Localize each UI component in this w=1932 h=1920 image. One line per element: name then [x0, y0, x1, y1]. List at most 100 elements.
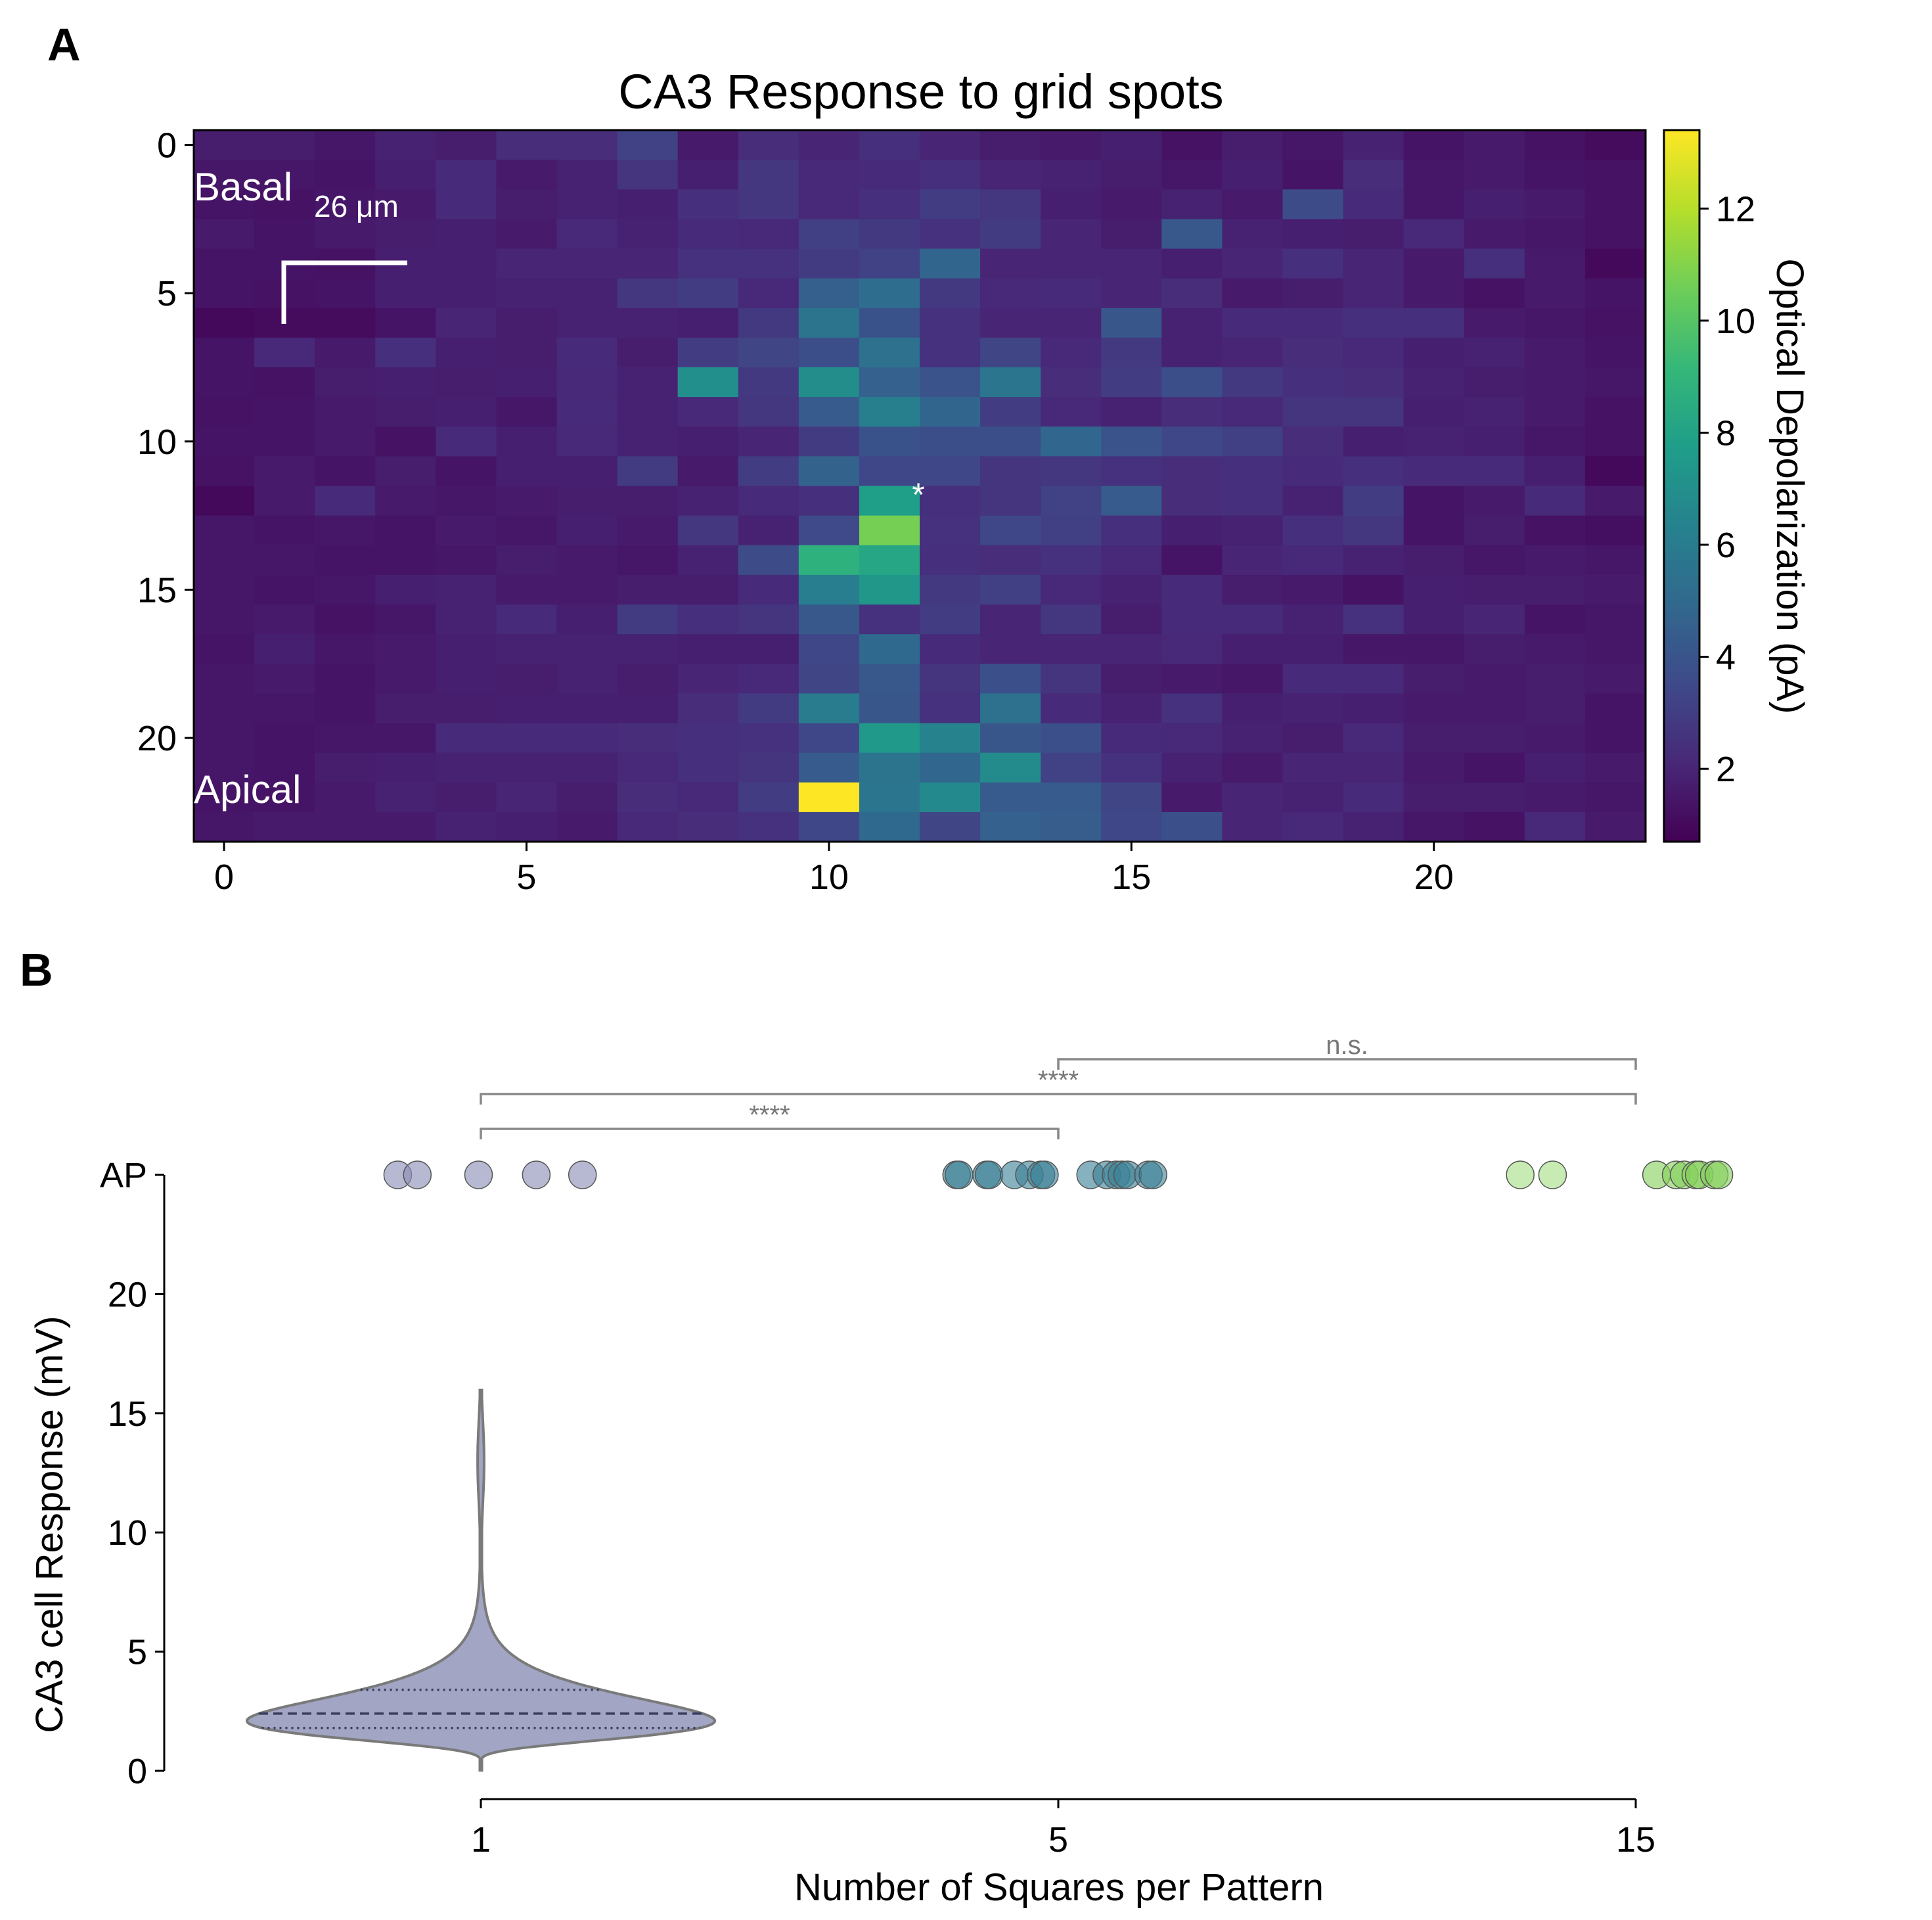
heatmap-cell	[436, 693, 497, 724]
heatmap-cell	[798, 811, 860, 842]
heatmap-cell	[556, 337, 618, 368]
heatmap-cell	[194, 219, 255, 250]
colorbar-tick-label: 8	[1716, 413, 1736, 453]
heatmap-cell	[254, 456, 315, 487]
heatmap-cell	[1343, 308, 1404, 338]
violin-y-axis: 0 5 10 15 20 AP	[100, 1156, 164, 1791]
heatmap-cell	[194, 367, 255, 398]
heatmap-cell	[1343, 693, 1404, 724]
heatmap-cell	[315, 189, 376, 219]
heatmap-cell	[1101, 752, 1162, 783]
heatmap-cell	[436, 752, 497, 783]
heatmap-cell	[980, 456, 1041, 487]
heatmap-cell	[920, 160, 981, 190]
heatmap-cell	[1222, 634, 1284, 664]
colorbar-label: Optical Depolarization (pA)	[1768, 258, 1811, 714]
heatmap-cell	[1343, 664, 1404, 694]
heatmap-cell	[980, 308, 1041, 338]
heatmap-cell	[254, 811, 315, 842]
heatmap-cell	[859, 752, 920, 783]
heatmap-cell	[980, 634, 1041, 664]
heatmap-cell	[496, 693, 558, 724]
heatmap-cell	[1403, 426, 1465, 457]
heatmap-cell	[315, 456, 376, 487]
heatmap-cell	[1403, 723, 1465, 754]
heatmap-cell	[315, 308, 376, 338]
violin-y-label: CA3 cell Response (mV)	[28, 1316, 71, 1733]
heatmap-cell	[1041, 634, 1102, 664]
panel-label-a: A	[47, 19, 81, 70]
heatmap-cell	[1161, 782, 1223, 813]
heatmap-cell	[556, 456, 618, 487]
heatmap-cell	[677, 664, 739, 694]
heatmap-cell	[1041, 426, 1102, 457]
heatmap-cell	[1524, 782, 1586, 813]
heatmap-cell	[315, 664, 376, 694]
heatmap-cell	[1524, 545, 1586, 576]
heatmap-cell	[496, 456, 558, 487]
heatmap-cell	[617, 515, 679, 546]
heatmap-cell	[1343, 605, 1404, 635]
heatmap-cell	[859, 160, 920, 190]
heatmap-cell	[375, 605, 436, 635]
heatmap-cell	[980, 189, 1041, 219]
heatmap-cell	[375, 752, 436, 783]
heatmap-cell	[920, 130, 981, 160]
heatmap-cell	[677, 278, 739, 309]
heatmap-cell	[1524, 130, 1586, 160]
heatmap-cell	[677, 782, 739, 813]
heatmap-cell	[254, 367, 315, 398]
heatmap-cell	[980, 248, 1041, 279]
heatmap-cell	[1403, 219, 1465, 250]
heatmap-cell	[194, 545, 255, 576]
heatmap-cell	[194, 248, 255, 279]
heatmap-cell	[556, 278, 618, 309]
heatmap-cell	[254, 486, 315, 516]
heatmap-cell	[194, 456, 255, 487]
heatmap-cell	[1403, 664, 1465, 694]
heatmap-cell	[738, 515, 799, 546]
heatmap-cell	[677, 634, 739, 664]
heatmap-cell	[496, 397, 558, 427]
scale-bar-label: 26 μm	[314, 189, 399, 223]
heatmap-cell	[496, 811, 558, 842]
heatmap-cell	[315, 337, 376, 368]
heatmap-cell	[859, 486, 920, 516]
heatmap-cell	[738, 545, 799, 576]
heatmap-cell	[375, 811, 436, 842]
heatmap-cell	[859, 723, 920, 754]
heatmap-cell	[254, 219, 315, 250]
heatmap-cell	[556, 130, 618, 160]
heatmap-cell	[436, 189, 497, 219]
ap-point	[1538, 1160, 1567, 1189]
heatmap-cell	[1403, 752, 1465, 783]
heatmap-cell	[1343, 723, 1404, 754]
heatmap-cell	[1524, 486, 1586, 516]
colorbar-tick-label: 12	[1716, 189, 1755, 229]
heatmap-cell	[254, 723, 315, 754]
heatmap-cell	[375, 189, 436, 219]
colorbar-tick-label: 10	[1716, 302, 1755, 341]
heatmap-cell	[1222, 693, 1284, 724]
heatmap-x-tick-label: 20	[1414, 857, 1454, 897]
heatmap-cell	[1584, 397, 1646, 427]
heatmap-cell	[677, 367, 739, 398]
heatmap-cell	[1041, 397, 1102, 427]
heatmap-cell	[920, 693, 981, 724]
heatmap-cell	[738, 278, 799, 309]
heatmap-cell	[1101, 160, 1162, 190]
heatmap-cell	[1464, 189, 1525, 219]
heatmap-cell	[1403, 367, 1465, 398]
heatmap-cell	[1282, 189, 1344, 219]
heatmap-cell	[1282, 160, 1344, 190]
heatmap-cell	[1041, 752, 1102, 783]
heatmap-cell	[556, 574, 618, 605]
heatmap-cell	[1222, 278, 1284, 309]
heatmap-cell	[1101, 782, 1162, 813]
heatmap-cell	[1403, 486, 1465, 516]
heatmap-cell	[1464, 664, 1525, 694]
violin-x-tick-label: 15	[1616, 1820, 1655, 1860]
heatmap-cell	[738, 130, 799, 160]
heatmap-cell	[254, 574, 315, 605]
